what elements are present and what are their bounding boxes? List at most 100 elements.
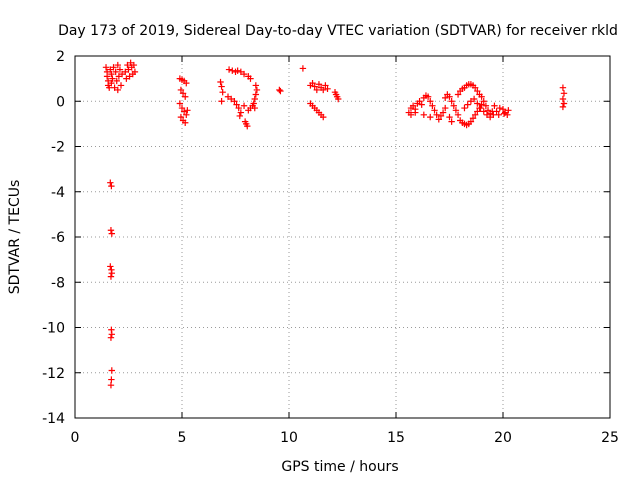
data-point: [176, 100, 184, 107]
data-point: [118, 70, 126, 78]
data-series-sdtvar: [102, 59, 568, 389]
data-point: [313, 86, 321, 94]
data-point: [499, 105, 507, 113]
data-point: [442, 94, 449, 102]
data-point: [500, 110, 508, 117]
data-point: [478, 101, 485, 108]
data-point: [276, 86, 283, 94]
data-point: [277, 87, 284, 95]
data-point: [235, 104, 242, 112]
data-point: [320, 86, 327, 94]
data-point: [324, 85, 331, 93]
data-point: [109, 75, 116, 82]
data-point: [224, 93, 232, 100]
data-point: [108, 367, 116, 374]
data-point: [407, 111, 415, 119]
data-point: [125, 66, 132, 73]
data-point: [483, 111, 491, 119]
data-point: [560, 100, 568, 107]
data-point: [493, 108, 500, 115]
data-point: [252, 91, 260, 98]
data-point: [424, 93, 432, 100]
data-point: [490, 111, 497, 119]
data-point: [495, 111, 502, 119]
data-point: [107, 227, 115, 234]
data-point: [461, 104, 468, 112]
x-tick-label: 25: [601, 430, 619, 446]
data-point: [478, 93, 485, 100]
data-point: [464, 101, 471, 108]
data-point: [482, 102, 490, 109]
data-point: [122, 68, 129, 76]
y-tick-label: -8: [51, 275, 65, 291]
data-point: [471, 111, 479, 119]
data-point: [237, 109, 245, 116]
data-point: [437, 112, 445, 120]
data-point: [420, 111, 428, 119]
y-tick-label: -6: [51, 230, 65, 246]
data-point: [236, 112, 243, 120]
data-point: [439, 109, 447, 116]
data-point: [184, 107, 191, 114]
data-point: [446, 113, 453, 121]
data-point: [311, 83, 318, 90]
data-point: [409, 102, 417, 109]
data-point: [418, 101, 425, 108]
y-tick-label: -2: [51, 140, 65, 156]
data-point: [234, 67, 241, 74]
data-point: [108, 70, 115, 78]
data-point: [177, 86, 185, 94]
x-tick-label: 5: [178, 430, 187, 446]
data-point: [107, 66, 114, 73]
data-point: [252, 82, 260, 89]
y-ticks: -14 -12 -10 -8 -6 -4 -2 0 2: [42, 49, 610, 427]
data-point: [103, 73, 111, 80]
data-point: [237, 68, 245, 76]
data-point: [110, 64, 117, 71]
data-point: [244, 122, 251, 130]
y-tick-label: -10: [42, 321, 65, 337]
x-tick-label: 10: [280, 430, 298, 446]
data-point: [231, 98, 238, 105]
data-point: [412, 109, 419, 116]
data-point: [108, 182, 115, 190]
data-point: [450, 102, 457, 109]
data-point: [496, 104, 503, 112]
data-point: [431, 107, 438, 114]
data-point: [107, 179, 114, 186]
data-point: [442, 104, 449, 112]
data-point: [183, 111, 190, 119]
data-point: [452, 107, 460, 114]
data-point: [250, 100, 257, 107]
data-point: [240, 102, 248, 109]
data-point: [322, 82, 329, 89]
data-point: [448, 118, 455, 125]
data-point: [102, 64, 110, 71]
data-point: [219, 89, 226, 96]
data-point: [474, 108, 481, 115]
data-point: [233, 101, 240, 108]
data-point: [467, 118, 475, 125]
data-point: [560, 90, 568, 97]
data-point: [108, 376, 115, 383]
data-point: [114, 86, 121, 94]
plot-frame: [74, 55, 611, 419]
data-point: [416, 98, 423, 105]
data-point: [253, 86, 261, 94]
data-point: [427, 98, 434, 105]
data-point: [448, 98, 455, 105]
data-point: [107, 273, 115, 280]
data-point: [111, 84, 118, 91]
y-tick-label: 0: [56, 94, 65, 110]
data-point: [218, 83, 225, 90]
data-point: [107, 334, 115, 341]
y-tick-label: -4: [51, 185, 65, 201]
data-point: [180, 108, 188, 115]
data-point: [113, 77, 120, 85]
x-tick-label: 0: [71, 430, 80, 446]
data-point: [130, 61, 138, 69]
data-point: [299, 65, 307, 72]
data-point: [470, 95, 478, 103]
x-ticks: 0 5 10 15 20 25: [71, 56, 619, 446]
